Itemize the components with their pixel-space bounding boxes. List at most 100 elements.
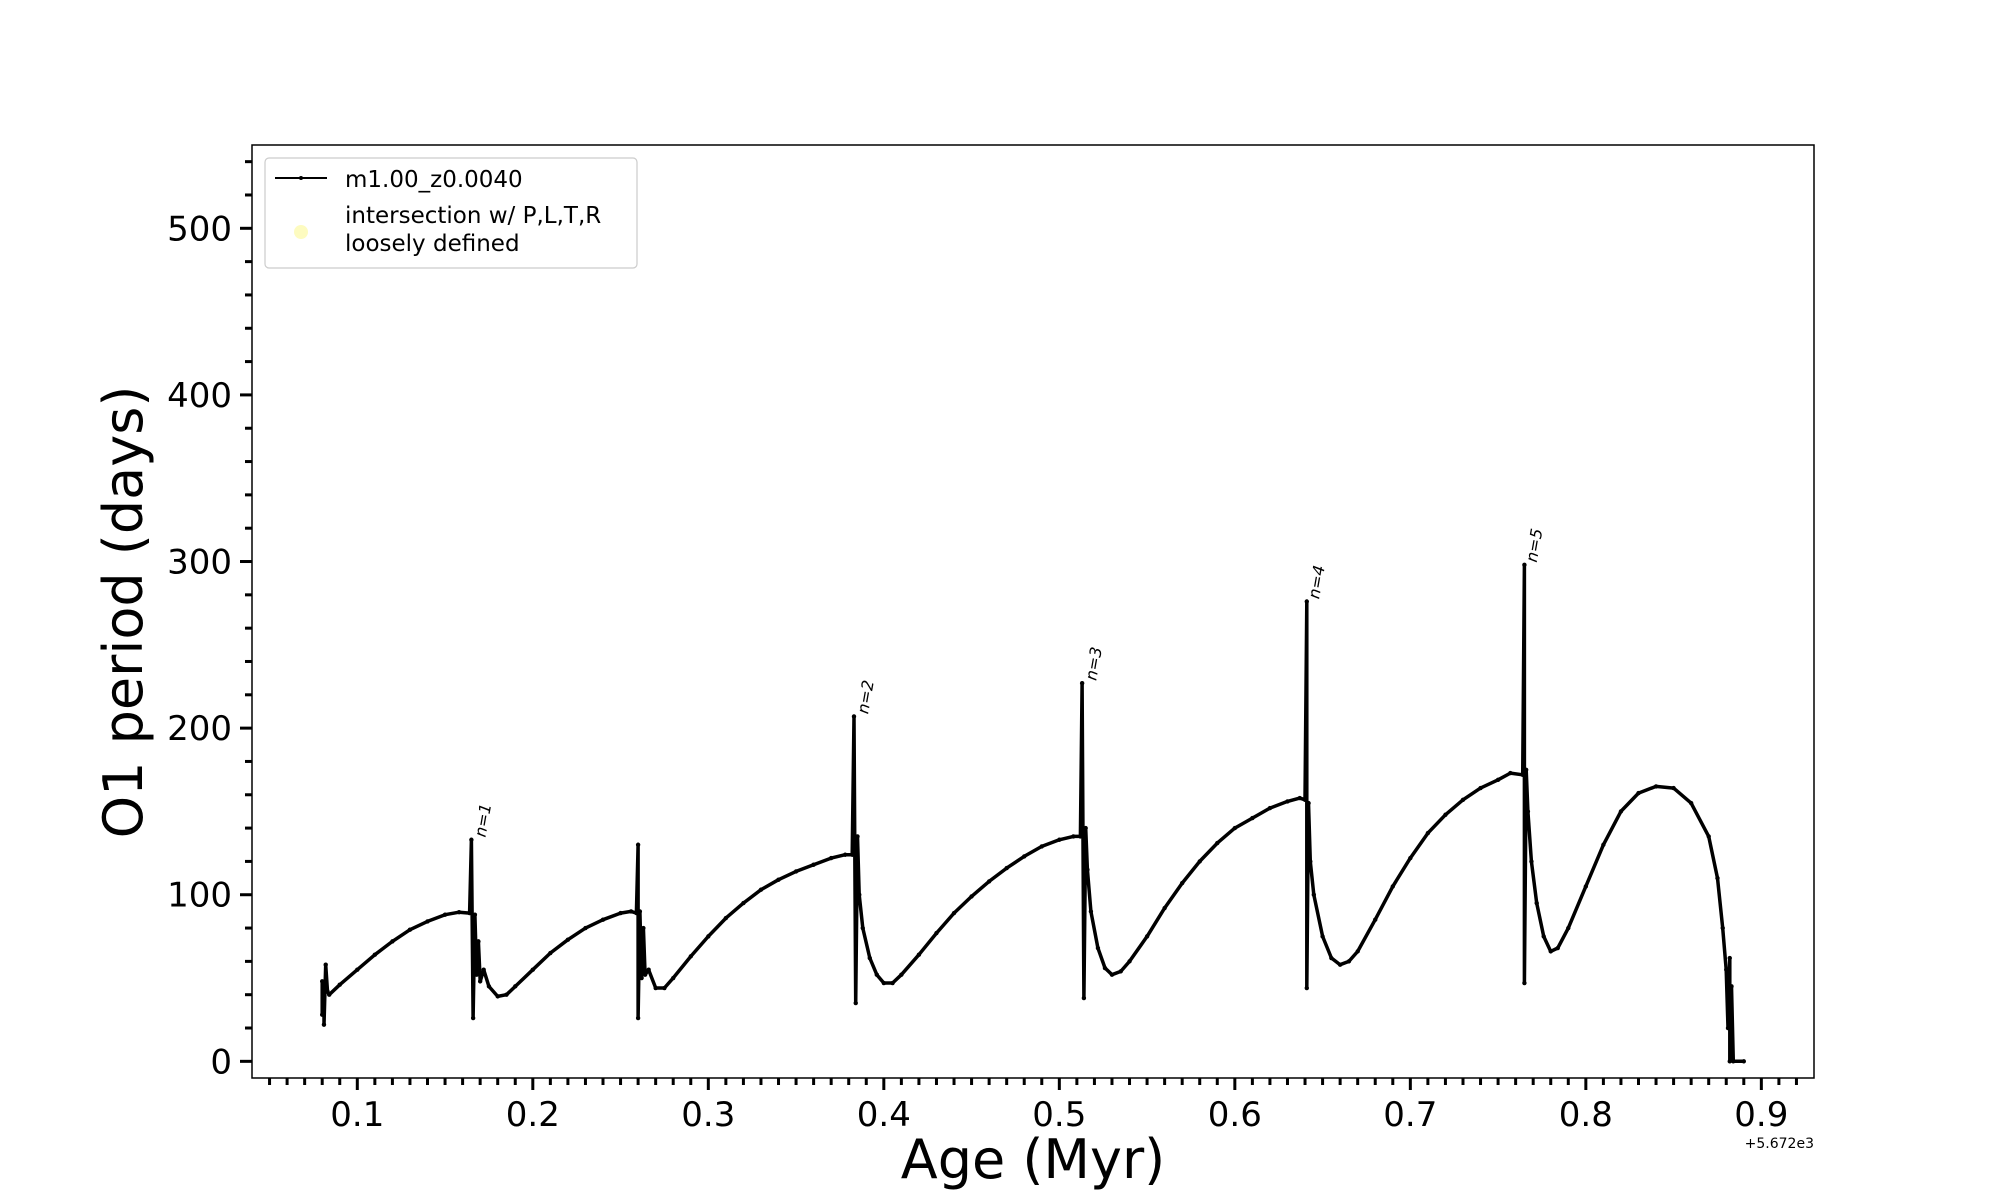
data-point — [811, 862, 816, 867]
data-point — [1534, 900, 1539, 906]
data-point — [916, 952, 922, 957]
data-point — [1215, 840, 1220, 846]
x-tick-label: 0.7 — [1383, 1095, 1437, 1135]
data-point — [855, 834, 860, 839]
data-point — [1724, 967, 1729, 972]
peak-annotation: n=2 — [853, 679, 878, 716]
y-tick-label: 300 — [167, 543, 232, 583]
data-point — [470, 1015, 476, 1021]
data-point — [1337, 962, 1343, 967]
data-point — [1267, 805, 1273, 811]
data-point — [618, 910, 623, 916]
x-axis-ticks: 0.1 0.2 0.3 0.4 0.5 0.6 0.7 0.8 0.9 — [268, 1078, 1798, 1135]
data-point — [1725, 1025, 1731, 1031]
data-point — [1373, 917, 1378, 922]
data-point — [1304, 985, 1309, 991]
data-point — [442, 912, 448, 917]
data-point — [662, 985, 667, 991]
data-point — [1081, 995, 1087, 1001]
series-line — [320, 563, 1744, 1064]
x-tick-label: 0.9 — [1734, 1095, 1788, 1135]
y-axis-ticks: 0 100 200 300 400 500 — [167, 160, 252, 1082]
data-point — [565, 937, 571, 942]
data-point — [969, 894, 974, 899]
legend-intersection-label-line-2: loosely defined — [345, 231, 520, 257]
data-point — [469, 837, 474, 842]
data-point — [688, 954, 693, 959]
data-point — [986, 879, 992, 884]
data-point — [1522, 980, 1527, 986]
data-point — [874, 972, 879, 977]
data-point — [1004, 865, 1009, 871]
data-point — [1144, 934, 1150, 939]
data-point — [477, 979, 483, 984]
data-point — [1039, 844, 1044, 849]
peak-annotation: n=1 — [471, 802, 496, 839]
data-point — [1095, 945, 1101, 951]
data-point — [639, 975, 644, 981]
data-point — [1179, 880, 1185, 886]
data-point — [321, 1022, 327, 1027]
data-point — [548, 950, 553, 956]
plot-area: n=1 n=2 n=3 n=4 n=5 — [320, 527, 1746, 1064]
y-tick-label: 0 — [210, 1042, 232, 1082]
data-point — [1671, 785, 1676, 791]
series-points — [320, 562, 1746, 1064]
annotations: n=1 n=2 n=3 n=4 n=5 — [471, 527, 1547, 838]
data-point — [472, 912, 478, 917]
legend-series-marker — [299, 176, 303, 180]
data-point — [646, 967, 651, 972]
data-point — [1127, 959, 1132, 964]
data-point — [1118, 969, 1123, 974]
data-point — [851, 714, 857, 719]
data-point — [495, 994, 500, 999]
data-point — [723, 915, 729, 921]
data-point — [1297, 795, 1302, 801]
data-point — [1197, 859, 1202, 864]
data-point — [320, 1012, 325, 1017]
data-point — [635, 1015, 641, 1021]
data-point — [951, 910, 957, 916]
x-tick-label: 0.3 — [681, 1095, 735, 1135]
data-point — [337, 982, 342, 987]
data-point — [456, 910, 462, 915]
data-point — [860, 925, 865, 931]
x-tick-label: 0.8 — [1559, 1095, 1613, 1135]
data-point — [1688, 800, 1694, 806]
data-point — [355, 967, 360, 972]
data-point — [1078, 834, 1083, 839]
data-point — [741, 900, 746, 906]
data-point — [1109, 972, 1115, 977]
data-point — [890, 980, 895, 986]
data-point — [327, 992, 332, 997]
data-point — [1727, 955, 1732, 961]
data-point — [1162, 905, 1167, 911]
x-tick-label: 0.2 — [506, 1095, 560, 1135]
data-point — [1523, 767, 1529, 772]
data-point — [1022, 854, 1027, 859]
data-point — [1306, 800, 1311, 806]
x-offset-label: +5.672e3 — [1745, 1136, 1814, 1152]
y-axis-label: O1 period (days) — [92, 386, 155, 839]
data-point — [1079, 680, 1085, 686]
data-point — [1522, 562, 1527, 568]
data-point — [1083, 825, 1088, 831]
data-point — [637, 909, 643, 914]
peak-annotation: n=4 — [1304, 564, 1329, 601]
y-tick-label: 100 — [167, 876, 232, 916]
data-point — [934, 930, 939, 936]
data-point — [1304, 599, 1309, 604]
data-point — [1529, 859, 1534, 864]
data-point — [1346, 959, 1352, 964]
data-point — [1425, 830, 1431, 836]
x-axis-label: Age (Myr) — [901, 1128, 1166, 1191]
data-point — [1741, 1059, 1746, 1064]
data-point — [1636, 790, 1641, 796]
data-point — [628, 909, 634, 914]
data-point — [486, 984, 492, 989]
data-point — [323, 962, 328, 967]
data-point — [1541, 934, 1546, 939]
data-point — [504, 992, 509, 997]
data-point — [706, 934, 711, 939]
